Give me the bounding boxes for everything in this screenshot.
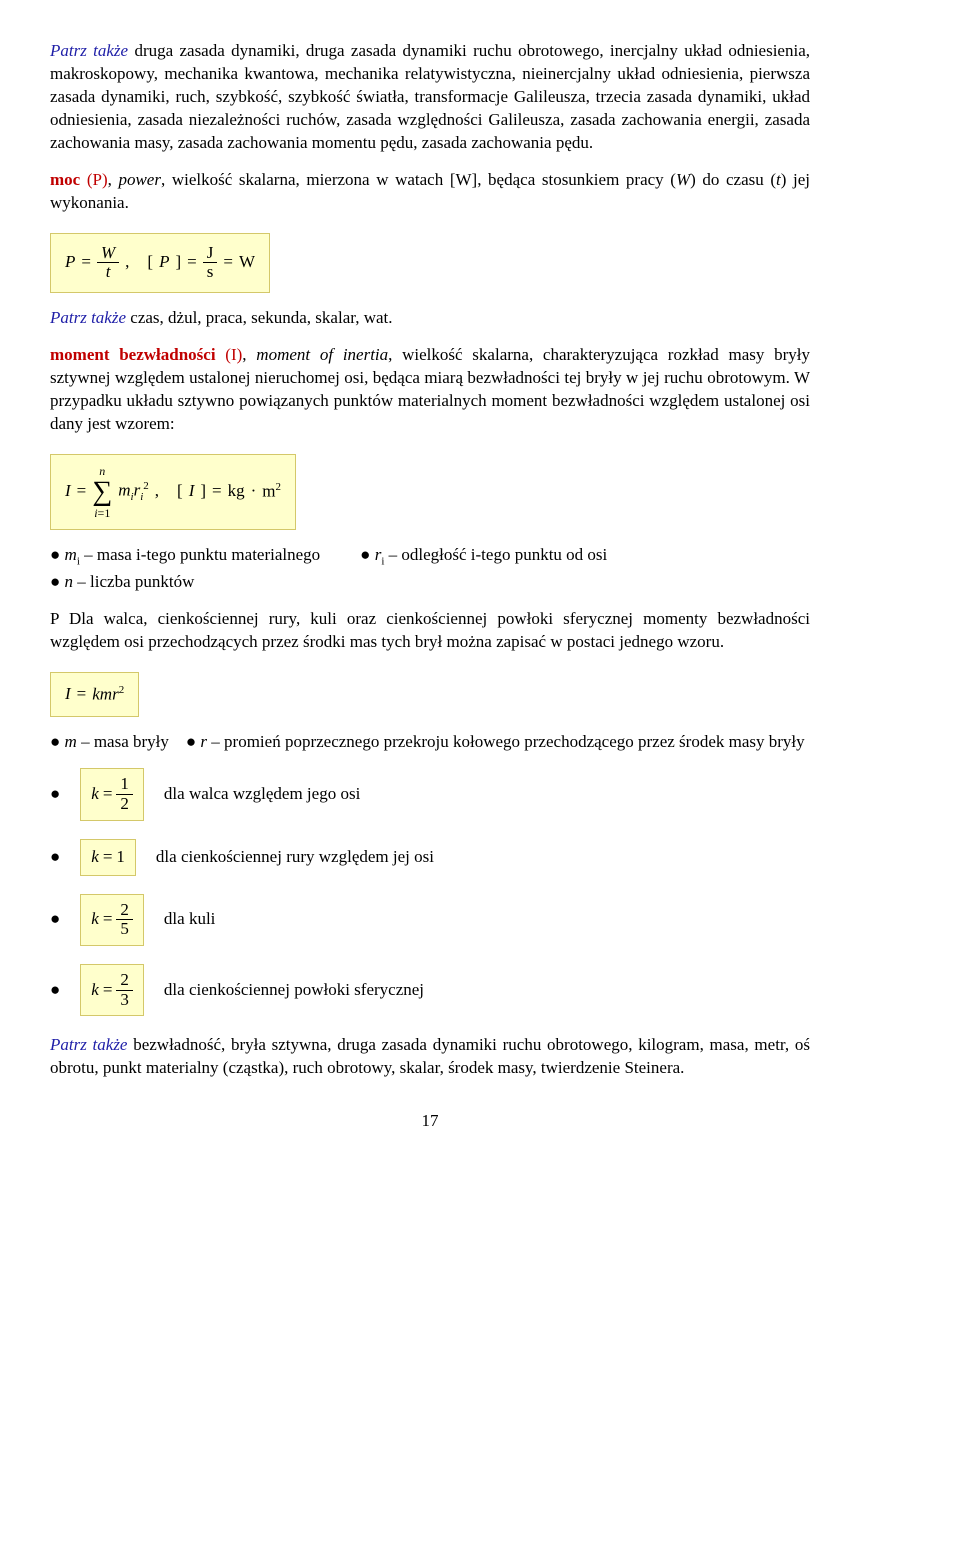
moment-bullets-2: ● m – masa bryły ● r – promień poprzeczn… <box>50 731 810 754</box>
see-also-label: Patrz także <box>50 41 128 60</box>
k-row: ● k=25 dla kuli <box>50 894 810 946</box>
term-moc: moc <box>50 170 80 189</box>
moment-bullets-1: ● mi – masa i-tego punktu materialnego ●… <box>50 544 810 594</box>
intro-see-also: Patrz także druga zasada dynamiki, druga… <box>50 40 810 155</box>
bullet: ● <box>50 783 60 806</box>
k-description: dla cienkościennej powłoki sferycznej <box>164 979 424 1002</box>
k-formula-box: k=12 <box>80 768 144 820</box>
k-formula-box: k=23 <box>80 964 144 1016</box>
formula-moment: I = n ∑ i=1 miri2 , [I] = kg · m2 <box>50 454 296 530</box>
moment-para: moment bezwładności (I), moment of inert… <box>50 344 810 436</box>
moment-note: P Dla walca, cienkościennej rury, kuli o… <box>50 608 810 654</box>
summation: n ∑ i=1 <box>92 465 112 519</box>
k-coefficients: ● k=12 dla walca względem jego osi ● k=1 dla … <box>50 768 810 1016</box>
formula-moc: P = W t , [P] = J s = W <box>50 233 270 293</box>
k-description: dla kuli <box>164 908 215 931</box>
bullet: ● <box>50 908 60 931</box>
term-moc-symbol: (P) <box>80 170 107 189</box>
moc-eng: power <box>118 170 161 189</box>
k-row: ● k=23 dla cienkościennej powłoki sferyczn… <box>50 964 810 1016</box>
frac-W-t: W t <box>97 244 119 282</box>
moment-see-also: Patrz także bezwładność, bryła sztywna, … <box>50 1034 810 1080</box>
moment-eng: moment of inertia <box>256 345 388 364</box>
k-row: ● k=1 dla cienkościennej rury względem jej… <box>50 839 810 876</box>
k-formula-box: k=25 <box>80 894 144 946</box>
bullet: ● <box>50 846 60 869</box>
k-description: dla walca względem jego osi <box>164 783 360 806</box>
term-moment: moment bezwładności <box>50 345 216 364</box>
formula-kmr: I = kmr2 <box>50 672 139 718</box>
term-moment-symbol: (I) <box>216 345 243 364</box>
intro-rest: druga zasada dynamiki, druga zasada dyna… <box>50 41 810 152</box>
moc-see-also: Patrz także czas, dżul, praca, sekunda, … <box>50 307 810 330</box>
moc-para: moc (P), power, wielkość skalarna, mierz… <box>50 169 810 215</box>
bullet: ● <box>50 979 60 1002</box>
frac-J-s: J s <box>203 244 218 282</box>
k-description: dla cienkościennej rury względem jej osi <box>156 846 434 869</box>
k-row: ● k=12 dla walca względem jego osi <box>50 768 810 820</box>
page-number: 17 <box>50 1110 810 1133</box>
k-formula-box: k=1 <box>80 839 136 876</box>
